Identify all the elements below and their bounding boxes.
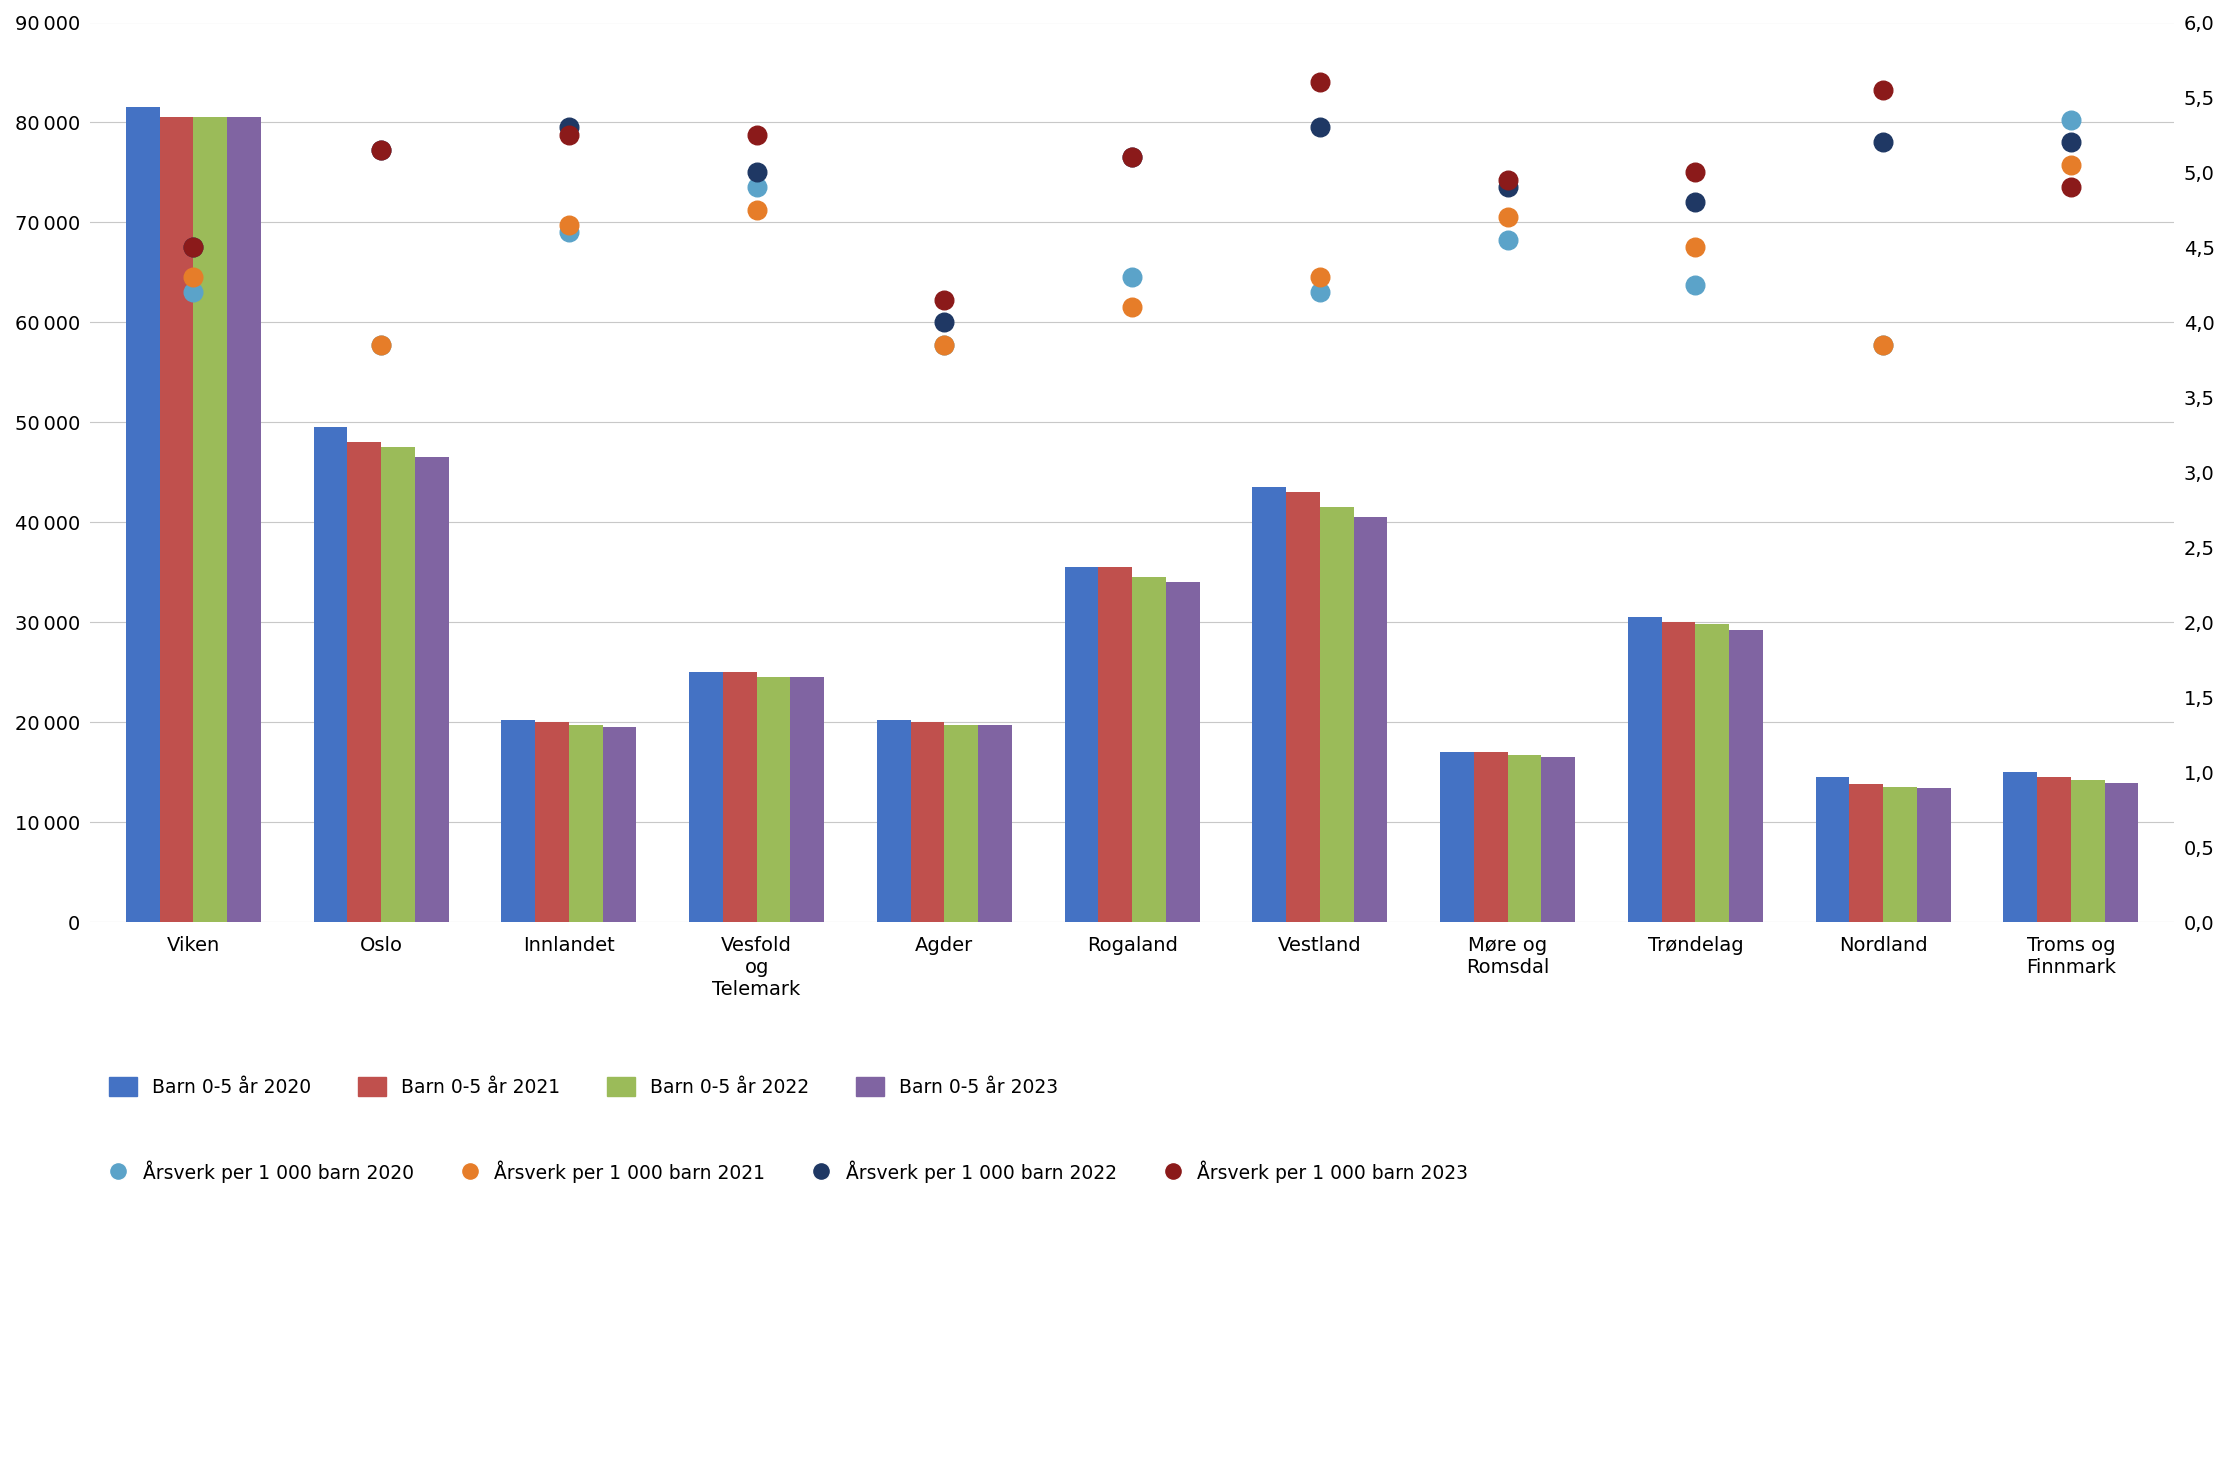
Årsverk per 1 000 barn 2023	[2054, 176, 2090, 200]
Bar	[348, 442, 381, 922]
Legend: Årsverk per 1 000 barn 2020, Årsverk per 1 000 barn 2021, Årsverk per 1 000 barn: Årsverk per 1 000 barn 2020, Årsverk per…	[100, 1151, 1478, 1192]
Årsverk per 1 000 barn 2023	[176, 235, 212, 259]
Årsverk per 1 000 barn 2020	[176, 281, 212, 304]
Årsverk per 1 000 barn 2023	[1302, 71, 1338, 94]
Årsverk per 1 000 barn 2021	[176, 266, 212, 290]
Årsverk per 1 000 barn 2021	[1302, 266, 1338, 290]
Bar	[1918, 788, 1951, 922]
Årsverk per 1 000 barn 2022	[363, 138, 399, 162]
Bar	[1849, 785, 1882, 922]
Bar	[1441, 753, 1474, 922]
Bar	[194, 118, 227, 922]
Bar	[1166, 582, 1200, 922]
Bar	[1320, 507, 1354, 922]
Bar	[2036, 778, 2072, 922]
Bar	[2003, 772, 2036, 922]
Årsverk per 1 000 barn 2022	[1115, 146, 1151, 169]
Årsverk per 1 000 barn 2020	[1302, 281, 1338, 304]
Årsverk per 1 000 barn 2022	[738, 160, 774, 184]
Årsverk per 1 000 barn 2022	[176, 235, 212, 259]
Årsverk per 1 000 barn 2023	[363, 138, 399, 162]
Bar	[1541, 757, 1574, 922]
Årsverk per 1 000 barn 2022	[551, 116, 586, 140]
Årsverk per 1 000 barn 2020	[738, 176, 774, 200]
Årsverk per 1 000 barn 2022	[1490, 176, 1525, 200]
Årsverk per 1 000 barn 2023	[738, 123, 774, 147]
Bar	[1815, 778, 1849, 922]
Bar	[381, 447, 415, 922]
Årsverk per 1 000 barn 2023	[1490, 168, 1525, 191]
Bar	[979, 725, 1012, 922]
Årsverk per 1 000 barn 2021	[1864, 334, 1900, 357]
Årsverk per 1 000 barn 2020	[1677, 273, 1713, 297]
Årsverk per 1 000 barn 2021	[738, 198, 774, 222]
Bar	[1099, 567, 1133, 922]
Årsverk per 1 000 barn 2020	[363, 334, 399, 357]
Bar	[723, 672, 756, 922]
Bar	[1882, 788, 1918, 922]
Årsverk per 1 000 barn 2021	[551, 213, 586, 237]
Bar	[1728, 631, 1764, 922]
Bar	[1474, 753, 1507, 922]
Bar	[1628, 617, 1661, 922]
Bar	[876, 720, 910, 922]
Bar	[314, 428, 348, 922]
Årsverk per 1 000 barn 2022	[1864, 131, 1900, 154]
Bar	[1253, 488, 1287, 922]
Årsverk per 1 000 barn 2020	[1115, 266, 1151, 290]
Bar	[789, 678, 825, 922]
Årsverk per 1 000 barn 2021	[363, 334, 399, 357]
Bar	[1064, 567, 1099, 922]
Bar	[2105, 784, 2139, 922]
Årsverk per 1 000 barn 2023	[1864, 78, 1900, 101]
Bar	[569, 725, 602, 922]
Årsverk per 1 000 barn 2021	[925, 334, 961, 357]
Årsverk per 1 000 barn 2021	[2054, 153, 2090, 176]
Bar	[756, 678, 789, 922]
Bar	[1354, 517, 1387, 922]
Bar	[1661, 622, 1695, 922]
Bar	[1507, 756, 1541, 922]
Bar	[415, 457, 448, 922]
Bar	[602, 728, 636, 922]
Årsverk per 1 000 barn 2023	[1115, 146, 1151, 169]
Årsverk per 1 000 barn 2020	[2054, 109, 2090, 132]
Bar	[535, 722, 569, 922]
Bar	[943, 725, 979, 922]
Bar	[502, 720, 535, 922]
Bar	[2072, 781, 2105, 922]
Bar	[125, 107, 161, 922]
Bar	[910, 722, 943, 922]
Bar	[1133, 578, 1166, 922]
Årsverk per 1 000 barn 2020	[1490, 228, 1525, 251]
Bar	[1287, 492, 1320, 922]
Årsverk per 1 000 barn 2023	[925, 288, 961, 312]
Årsverk per 1 000 barn 2021	[1677, 235, 1713, 259]
Årsverk per 1 000 barn 2022	[2054, 131, 2090, 154]
Årsverk per 1 000 barn 2022	[1302, 116, 1338, 140]
Årsverk per 1 000 barn 2021	[1490, 206, 1525, 229]
Årsverk per 1 000 barn 2021	[1115, 295, 1151, 319]
Årsverk per 1 000 barn 2020	[925, 334, 961, 357]
Bar	[1695, 625, 1728, 922]
Årsverk per 1 000 barn 2023	[551, 123, 586, 147]
Bar	[689, 672, 723, 922]
Årsverk per 1 000 barn 2023	[1677, 160, 1713, 184]
Årsverk per 1 000 barn 2022	[1677, 191, 1713, 215]
Årsverk per 1 000 barn 2020	[1864, 334, 1900, 357]
Årsverk per 1 000 barn 2022	[925, 310, 961, 334]
Bar	[161, 118, 194, 922]
Bar	[227, 118, 261, 922]
Årsverk per 1 000 barn 2020	[551, 220, 586, 244]
